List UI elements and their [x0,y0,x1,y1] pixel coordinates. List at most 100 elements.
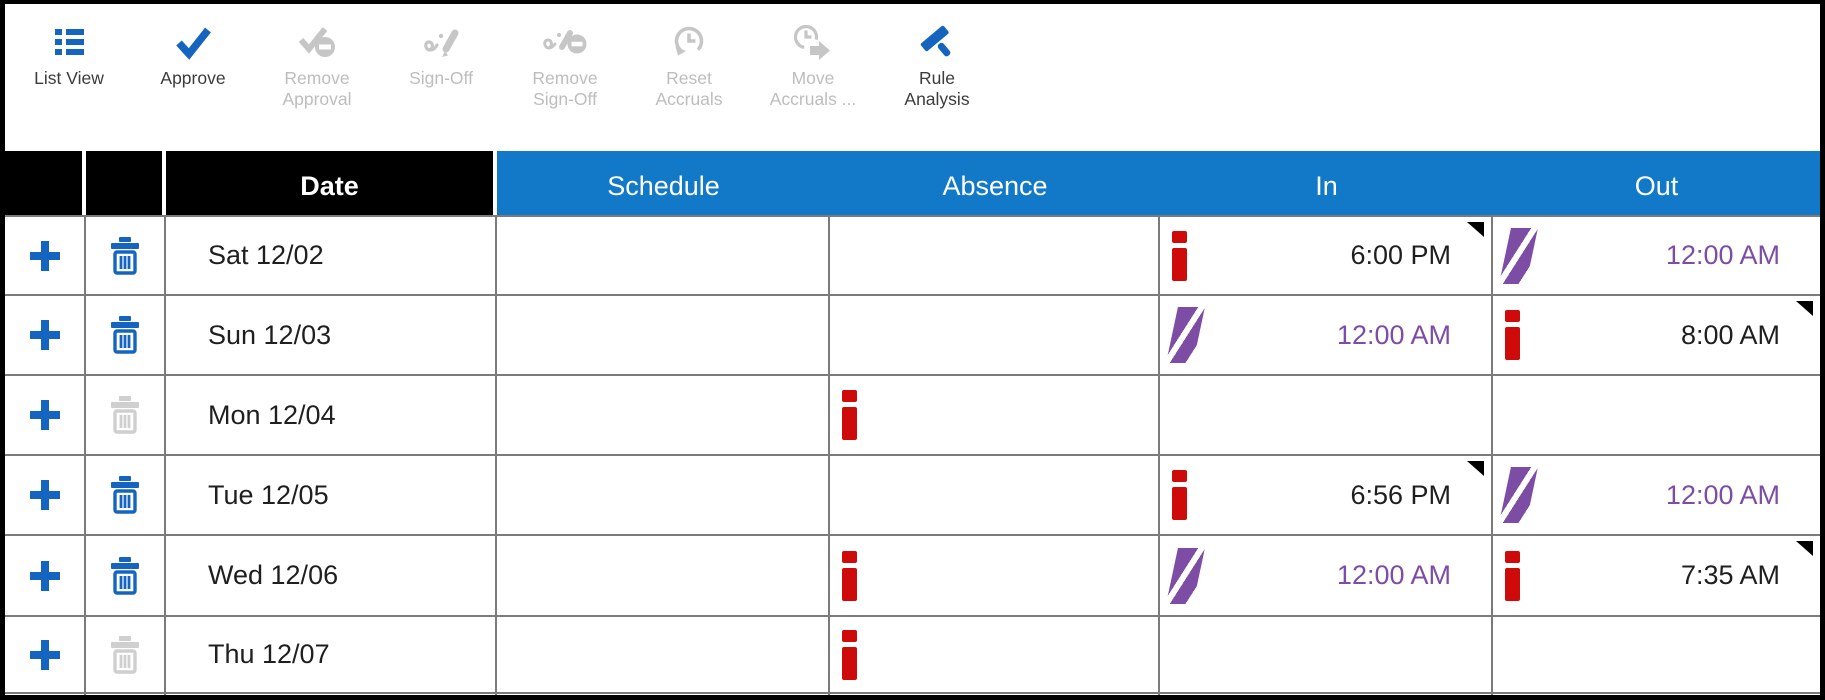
out-punch-cell[interactable]: 8:00 AM [1493,296,1820,374]
add-row-button[interactable] [5,456,84,534]
schedule-cell[interactable] [497,296,830,374]
exception-icon [842,390,857,440]
phantom-punch-icon [1499,227,1538,284]
schedule-cell[interactable] [497,536,830,615]
absence-cell[interactable] [830,376,1160,454]
add-row-button[interactable] [5,617,84,692]
date-cell: Thu 12/07 [166,617,497,692]
out-punch-cell[interactable]: 12:00 AM [1493,456,1820,534]
delete-row-button[interactable] [86,456,164,534]
out-punch-time: 12:00 AM [1665,479,1780,510]
in-punch-cell[interactable]: 12:00 AM [1160,296,1493,374]
schedule-cell[interactable] [497,376,830,454]
note-corner-marker [1467,461,1484,476]
table-row: Wed 12/06 12:00 AM 7:35 AM [5,536,1820,617]
in-punch-cell[interactable] [1160,617,1493,692]
schedule-cell[interactable] [497,217,830,294]
table-header-row: Date Schedule Absence In Out [5,151,1820,217]
absence-cell[interactable] [830,536,1160,615]
header-date: Date [166,151,497,215]
date-label: Tue 12/05 [208,479,329,510]
in-punch-cell[interactable]: 6:00 PM [1160,217,1493,294]
list-view-icon [49,20,89,64]
note-corner-marker [1796,301,1813,316]
out-punch-time: 8:00 AM [1680,319,1780,350]
remove-approval-icon [296,20,338,64]
toolbar-item-remove-sign-off: Remove Sign-Off [503,20,627,110]
delete-row-button-disabled [86,376,164,454]
exception-icon [1505,550,1520,601]
delete-row-button[interactable] [86,296,164,374]
add-row-button[interactable] [5,536,84,615]
in-punch-cell[interactable] [1160,376,1493,454]
out-punch-cell[interactable]: 7:35 AM [1493,536,1820,615]
in-punch-time: 12:00 AM [1336,319,1451,350]
note-corner-marker [1796,541,1813,556]
phantom-punch-icon [1166,307,1205,363]
out-punch-cell[interactable]: 12:00 AM [1493,217,1820,294]
table-row: Mon 12/04 [5,376,1820,456]
out-punch-time: 7:35 AM [1680,560,1780,590]
toolbar-item-move-accruals: Move Accruals ... [751,20,875,110]
date-label: Mon 12/04 [208,399,336,430]
absence-cell[interactable] [830,217,1160,294]
toolbar-label: Remove Approval [282,68,352,109]
toolbar-label: List View [34,68,104,88]
delete-row-button-disabled [86,617,164,692]
phantom-punch-icon [1499,467,1538,523]
toolbar-label: Remove Sign-Off [532,68,598,109]
in-punch-cell[interactable]: 6:56 PM [1160,456,1493,534]
toolbar-label: Approve [160,68,226,88]
exception-icon [1172,470,1187,520]
date-cell: Wed 12/06 [166,536,497,615]
table-row: Thu 12/07 [5,617,1820,694]
add-row-button[interactable] [5,376,84,454]
absence-cell[interactable] [830,296,1160,374]
reset-accruals-icon [668,20,710,64]
delete-row-button[interactable] [86,536,164,615]
toolbar-item-list-view[interactable]: List View [7,20,131,89]
table-row: Tue 12/05 6:56 PM 12:00 AM [5,456,1820,536]
window-bottom-border [5,695,1820,700]
add-row-button[interactable] [5,296,84,374]
out-punch-cell[interactable] [1493,376,1820,454]
schedule-cell[interactable] [497,456,830,534]
in-punch-time: 6:00 PM [1350,240,1451,270]
note-corner-marker [1467,222,1484,237]
in-punch-cell[interactable]: 12:00 AM [1160,536,1493,615]
in-punch-time: 6:56 PM [1350,479,1451,510]
phantom-punch-icon [1166,547,1205,604]
header-add-column [5,151,86,215]
exception-icon [842,629,857,680]
toolbar-item-remove-approval: Remove Approval [255,20,379,110]
toolbar-label: Move Accruals ... [769,68,857,109]
toolbar-item-sign-off: Sign-Off [379,20,503,89]
out-punch-cell[interactable] [1493,617,1820,692]
delete-row-button[interactable] [86,217,164,294]
toolbar: List View Approve Remove Approval [5,4,1820,147]
header-delete-column [86,151,166,215]
remove-sign-off-icon [542,20,588,64]
absence-cell[interactable] [830,456,1160,534]
date-cell: Sun 12/03 [166,296,497,374]
header-absence: Absence [830,151,1160,215]
toolbar-label: Sign-Off [409,68,473,88]
toolbar-item-rule-analysis[interactable]: Rule Analysis [875,20,999,110]
schedule-cell[interactable] [497,617,830,692]
toolbar-label: Rule Analysis [904,68,970,109]
move-accruals-icon [790,20,836,64]
toolbar-label: Reset Accruals [655,68,723,109]
date-label: Sun 12/03 [208,319,332,350]
toolbar-item-reset-accruals: Reset Accruals [627,20,751,110]
date-label: Thu 12/07 [208,639,330,669]
add-row-button[interactable] [5,217,84,294]
date-cell: Mon 12/04 [166,376,497,454]
approve-check-icon [172,20,214,64]
exception-icon [1172,230,1187,281]
absence-cell[interactable] [830,617,1160,692]
out-punch-time: 12:00 AM [1665,240,1780,270]
rule-analysis-gavel-icon [916,20,958,64]
toolbar-item-approve[interactable]: Approve [131,20,255,89]
header-out: Out [1493,151,1820,215]
header-in: In [1160,151,1493,215]
